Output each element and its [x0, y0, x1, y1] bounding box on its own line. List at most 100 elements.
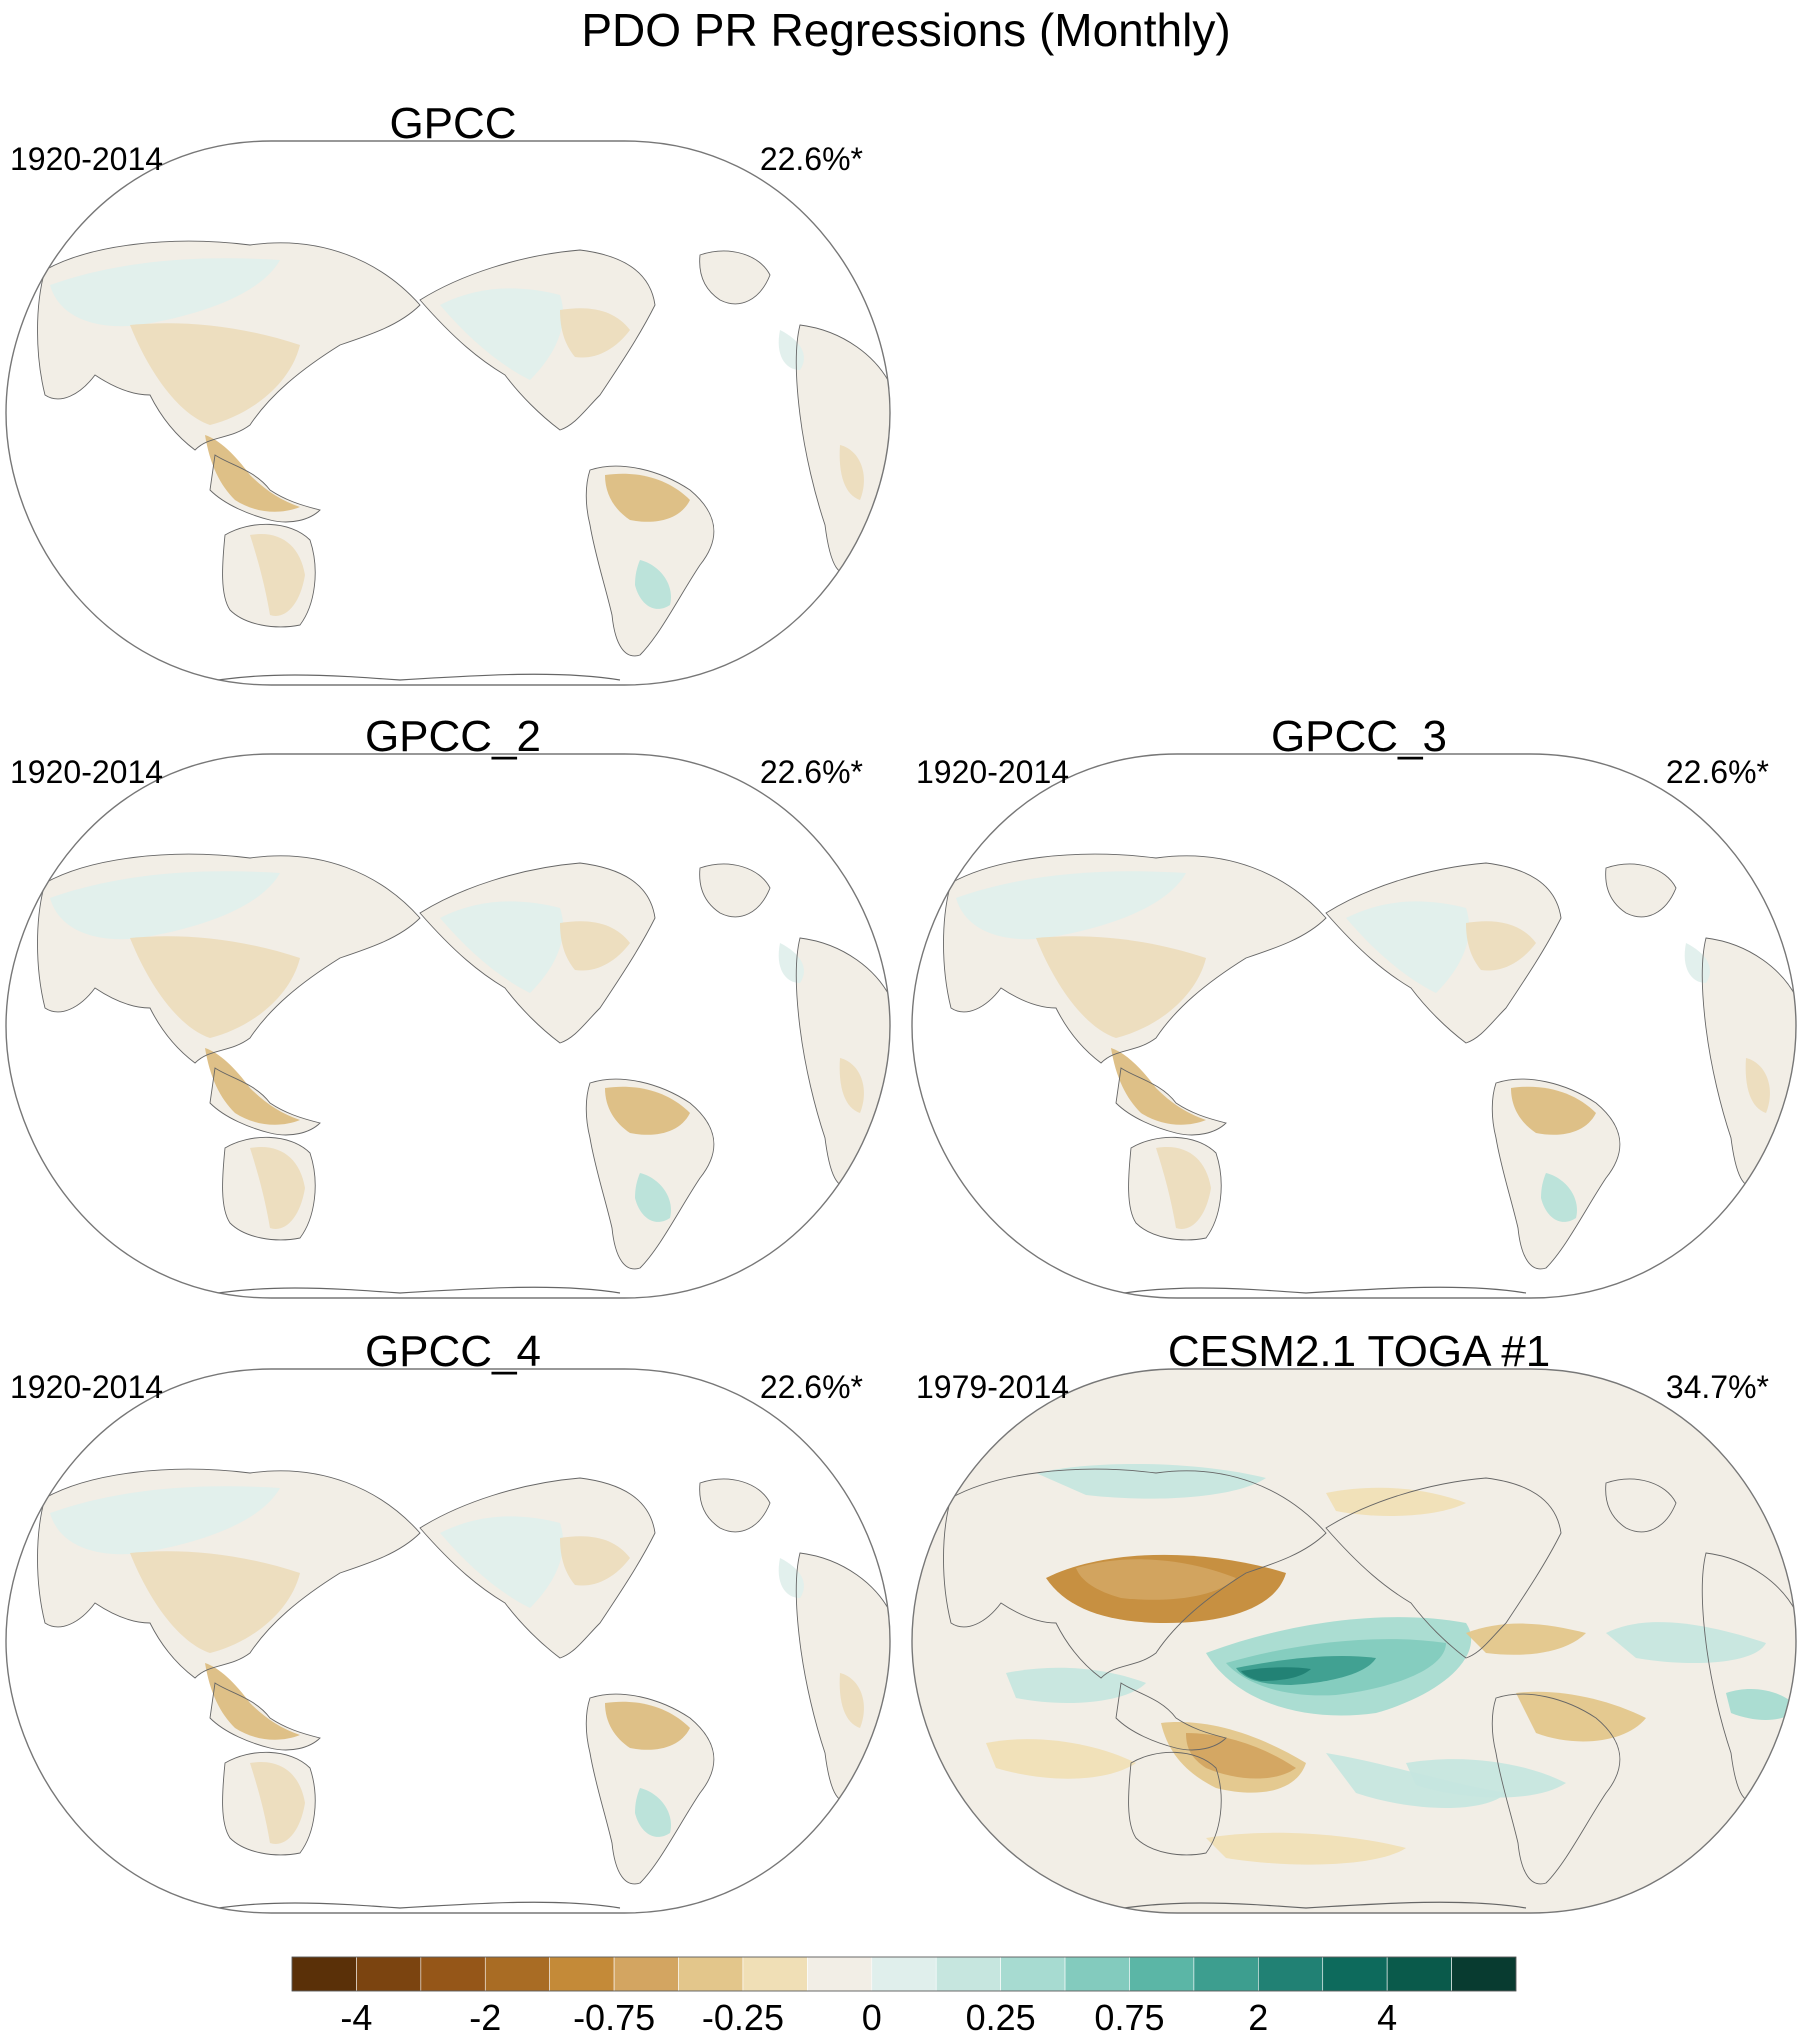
coastline-greenland	[1605, 863, 1677, 918]
coastline-seasia	[209, 1067, 321, 1136]
colorbar-box	[742, 1956, 808, 1992]
coastline-seasia	[1115, 1067, 1227, 1136]
map-frame	[5, 753, 891, 1299]
map-panel-gpcc3: GPCC_3 1920-2014 22.6%*	[906, 708, 1812, 1328]
land-greenland	[1605, 1479, 1676, 1532]
anomaly-contour	[605, 1086, 690, 1135]
anomaly-contour	[250, 1147, 305, 1229]
map-gpcc4	[5, 1368, 891, 1914]
coastline-asia	[37, 853, 421, 1064]
coastline-aus	[222, 1136, 316, 1241]
panel-period: 1920-2014	[10, 1369, 164, 1405]
land-namer	[1326, 1478, 1561, 1658]
anomaly-contour	[1516, 1691, 1646, 1742]
land-samer	[586, 1694, 714, 1884]
coastline-antarctica	[189, 673, 621, 685]
anomaly-contour	[839, 1058, 864, 1113]
coastline-samer	[1491, 1078, 1621, 1270]
panel-period: 1920-2014	[10, 141, 164, 177]
colorbar-box	[1258, 1956, 1324, 1992]
panel-title: CESM2.1 TOGA #1	[1167, 1327, 1551, 1376]
anomaly-contour	[1406, 1759, 1566, 1798]
map-background	[5, 754, 890, 1298]
map-panel-gpcc4: GPCC_4 1920-2014 22.6%*	[0, 1323, 906, 1943]
panel-title: GPCC_2	[364, 712, 542, 761]
colorbar-tick-label: 0.75	[1094, 1997, 1164, 2038]
coastline-asia	[37, 240, 421, 451]
figure-title: PDO PR Regressions (Monthly)	[581, 4, 1231, 56]
coastline-antarctica	[1095, 1286, 1527, 1298]
anomaly-contour	[205, 1048, 300, 1125]
land-aus	[1128, 1752, 1222, 1855]
map-background	[5, 141, 890, 685]
coastline-greenland	[699, 863, 771, 918]
anomaly-contour	[440, 288, 564, 380]
anomaly-contour	[440, 1516, 564, 1608]
coastline-namer	[419, 249, 656, 431]
coastline-aus	[1128, 1751, 1222, 1856]
colorbar-box	[678, 1956, 744, 1992]
coastline-namer	[1325, 1477, 1562, 1659]
anomaly-contour	[130, 323, 300, 425]
colorbar-box	[935, 1956, 1001, 1992]
colorbar-box	[1129, 1956, 1195, 1992]
map-frame	[5, 1368, 891, 1914]
anomaly-contour	[1466, 921, 1536, 971]
anomaly-contour	[1241, 1667, 1311, 1681]
coastline-greenland	[699, 1478, 771, 1533]
colorbar-tick-label: -0.25	[702, 1997, 784, 2038]
map-cesm	[911, 1368, 1797, 1914]
land-greenland	[699, 1479, 770, 1532]
panel-title: GPCC_3	[1270, 712, 1448, 761]
anomaly-contour	[205, 435, 300, 512]
coastline-samer	[585, 1078, 715, 1270]
anomaly-contour	[1111, 1048, 1206, 1125]
anomaly-contour	[50, 258, 280, 327]
panel-variance: 22.6%*	[759, 141, 863, 177]
colorbar-tick-label: -4	[340, 1997, 372, 2038]
land-samer	[1492, 1079, 1620, 1269]
colorbar: -4 -2 -0.75 -0.25 0 0.25 0.75 2 4	[291, 1956, 1517, 2038]
colorbar-tick-label: 0.25	[966, 1997, 1036, 2038]
land-samer	[586, 466, 714, 656]
anomaly-contour	[778, 943, 804, 983]
colorbar-box	[291, 1956, 357, 1992]
coastline-aus	[222, 1751, 316, 1856]
anomaly-contour	[1346, 901, 1470, 993]
coastline-antarctica	[189, 1901, 621, 1913]
anomaly-contour	[250, 534, 305, 616]
anomaly-contour	[1076, 1559, 1236, 1600]
anomaly-contour	[440, 901, 564, 993]
map-panel-gpcc2: GPCC_2 1920-2014 22.6%*	[0, 708, 906, 1328]
colorbar-box	[420, 1956, 486, 1992]
anomaly-contour	[1036, 1463, 1266, 1499]
colorbar-tick-label: -0.75	[573, 1997, 655, 2038]
anomaly-contour	[839, 1673, 864, 1728]
colorbar-box	[1064, 1956, 1130, 1992]
coastline-seasia	[209, 454, 321, 523]
land-greenland	[699, 864, 770, 917]
panel-period: 1920-2014	[916, 754, 1070, 790]
map-gpcc2	[5, 753, 891, 1299]
panel-period: 1979-2014	[916, 1369, 1070, 1405]
colorbar-box	[1000, 1956, 1066, 1992]
coastline-samer	[585, 465, 715, 657]
anomaly-contour	[635, 560, 671, 609]
colorbar-outline	[291, 1956, 1517, 1992]
anomaly-contour	[1206, 1832, 1406, 1865]
coastline-greenland	[699, 250, 771, 305]
coastline-namer	[1325, 862, 1562, 1044]
land-samer	[586, 1079, 714, 1269]
map-gpcc3	[911, 753, 1797, 1299]
panel-variance: 34.7%*	[1665, 1369, 1769, 1405]
anomaly-contour	[130, 1551, 300, 1653]
colorbar-tick-label: -2	[469, 1997, 501, 2038]
coastline-aus	[1128, 1136, 1222, 1241]
map-frame	[5, 140, 891, 686]
map-gpcc	[5, 140, 891, 686]
coastline-asia	[943, 853, 1327, 1064]
colorbar-box	[1386, 1956, 1452, 1992]
coastline-greenland	[1605, 1478, 1677, 1533]
anomaly-contour	[130, 936, 300, 1038]
colorbar-box	[484, 1956, 550, 1992]
